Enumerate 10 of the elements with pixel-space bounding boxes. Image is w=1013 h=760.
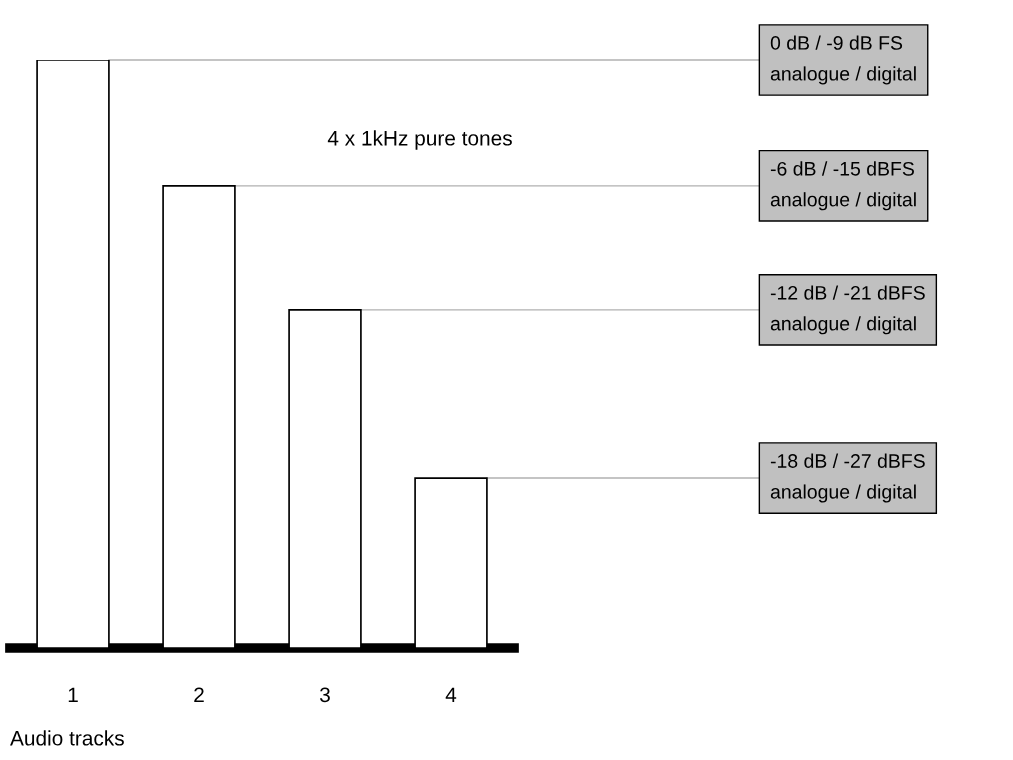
text: 4 x 1kHz pure tones	[327, 130, 512, 150]
x-tick-label: 2	[194, 687, 204, 702]
ref-line-label: -6 dB / -15 dBFS analogue / digital	[770, 161, 916, 211]
ref-line-label: -18 dB / -27 dBFS analogue / digital	[770, 453, 925, 503]
x-tick-label: 1	[68, 687, 78, 702]
x-axis-title: Audio tracks	[10, 730, 124, 746]
x-tick-label: 4	[445, 687, 457, 702]
ref-line-label: 0 dB / -9 dB FS analogue / digital	[770, 35, 916, 85]
ref-line-label: -12 dB / -21 dBFS analogue / digital	[770, 285, 925, 335]
x-tick-label: 3	[320, 687, 330, 703]
